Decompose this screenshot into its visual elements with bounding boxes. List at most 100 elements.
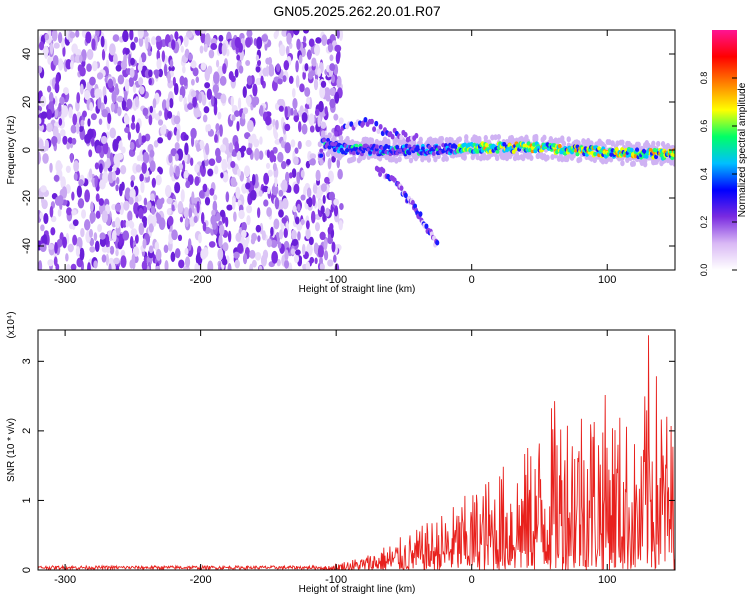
spectrogram-cell <box>496 134 502 141</box>
spectrogram-cell <box>200 248 207 260</box>
spectrogram-cell <box>149 149 155 158</box>
spectrogram-cell <box>301 123 308 135</box>
spectrogram-cell <box>44 33 50 41</box>
spectrogram-cell <box>665 142 671 149</box>
spectrogram-cell <box>237 97 242 110</box>
spectrogram-cell <box>70 124 77 134</box>
spectrogram-cell <box>213 71 220 85</box>
spectrogram-cell <box>210 214 217 226</box>
spectrogram-cell <box>48 101 55 112</box>
spectrogram-cell <box>179 216 184 223</box>
spectrogram-cell <box>150 193 155 202</box>
spectrogram-cell <box>644 154 649 159</box>
spectrogram-cell <box>292 30 300 36</box>
spectrogram-cell <box>98 118 103 125</box>
spectrogram-cell <box>369 137 375 144</box>
x-tick-label: -200 <box>190 274 212 286</box>
spectrogram-cell <box>203 106 210 114</box>
spectrogram-cell <box>304 87 311 97</box>
spectrogram-cell <box>295 75 300 88</box>
spectrogram-cell <box>251 173 256 186</box>
y-tick-label: -20 <box>21 190 33 206</box>
spectrogram-cell <box>291 239 299 246</box>
spectrogram-cell <box>135 164 142 173</box>
y-tick-label: 3 <box>21 358 33 364</box>
spectrogram-cell <box>221 42 227 56</box>
spectrogram-cell <box>314 44 321 56</box>
spectrogram-cell <box>113 164 117 172</box>
spectrogram-cell <box>39 41 45 51</box>
spectrogram-cell <box>112 53 118 65</box>
spectrogram-cell <box>263 199 269 207</box>
spectrogram-cell <box>141 260 148 270</box>
spectrogram-cell <box>319 231 326 241</box>
spectrogram-cell <box>241 111 246 120</box>
spectrogram-cell <box>319 256 323 266</box>
spectrogram-cell <box>185 180 191 189</box>
spectrogram-cell <box>109 245 115 255</box>
spectrogram-cell <box>76 92 81 104</box>
spectrogram-cell <box>329 54 334 62</box>
spectrogram-cell <box>65 165 71 174</box>
spectrogram-cell <box>260 75 264 86</box>
spectrogram-cell <box>529 155 534 162</box>
spectrogram-cell <box>97 96 102 110</box>
spectrogram-cell <box>511 137 516 144</box>
spectrogram-cell <box>284 142 291 154</box>
x-tick-label: -300 <box>54 274 76 286</box>
spectrogram-cell <box>277 98 284 106</box>
spectrogram-cell <box>195 76 200 83</box>
spectrogram-cell <box>310 210 316 224</box>
spectrogram-cell <box>60 129 66 137</box>
spectrogram-cell <box>235 186 241 199</box>
spectrogram-plot-area <box>38 30 675 270</box>
spectrogram-cell <box>68 106 73 119</box>
spectrogram-cell <box>261 230 266 241</box>
spectrogram-cell <box>374 144 379 149</box>
spectrogram-cell <box>95 144 102 154</box>
spectrogram-cell <box>89 211 96 223</box>
spectrogram-cell <box>249 249 256 259</box>
spectrogram-cell <box>333 254 337 263</box>
spectrogram-cell <box>299 83 305 93</box>
spectrogram-cell <box>157 119 164 126</box>
spectrogram-cell <box>337 154 342 161</box>
spectrogram-cell <box>403 192 408 199</box>
x-tick-label: -300 <box>54 574 76 586</box>
spectrogram-cell <box>257 59 262 67</box>
x-tick-label: -200 <box>190 574 212 586</box>
spectrogram-cell <box>168 153 173 164</box>
spectrogram-cell <box>199 45 204 54</box>
spectrogram-cell <box>235 232 242 242</box>
spectrogram-cell <box>58 118 63 126</box>
spectrogram-cell <box>272 146 278 154</box>
spectrogram-cell <box>39 211 44 220</box>
x-tick-label: -100 <box>325 574 347 586</box>
spectrogram-cell <box>283 228 288 239</box>
spectrogram-cell <box>376 128 381 134</box>
spectrogram-cell <box>130 180 135 188</box>
spectrogram-cell <box>54 82 60 94</box>
spectrogram-cell <box>161 50 166 63</box>
spectrogram-cell <box>70 60 74 70</box>
spectrogram-cell <box>58 102 62 113</box>
spectrogram-cell <box>231 197 236 210</box>
spectrogram-cell <box>323 238 328 251</box>
snr-x-axis-label: Height of straight line (km) <box>299 584 416 595</box>
spectrogram-cell <box>171 229 178 241</box>
spectrogram-cell <box>155 212 160 221</box>
spectrogram-cell <box>69 152 74 163</box>
spectrogram-cell <box>592 157 597 164</box>
spectrogram-cell <box>318 100 324 113</box>
spectrogram-cell <box>109 43 116 56</box>
spectrogram-cell <box>327 259 334 267</box>
spectrogram-cell <box>76 185 83 198</box>
spectrogram-cell <box>204 68 211 82</box>
spectrogram-cell <box>266 149 271 158</box>
spectrogram-cell <box>255 77 262 86</box>
spectrogram-cell <box>275 119 279 130</box>
spectrogram-cell <box>403 131 408 138</box>
spectrogram-cell <box>52 126 59 138</box>
spectrogram-cell <box>288 75 294 84</box>
